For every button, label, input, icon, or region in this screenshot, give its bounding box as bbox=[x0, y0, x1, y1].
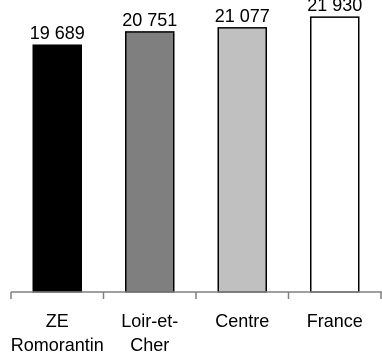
bar-3 bbox=[217, 27, 267, 293]
bar-2 bbox=[125, 31, 175, 293]
data-label-4: 21 930 bbox=[307, 0, 362, 15]
data-label-1: 19 689 bbox=[30, 23, 85, 43]
category-label-4: France bbox=[307, 311, 363, 331]
bars-layer bbox=[32, 16, 360, 293]
category-label-2-line-2: Cher bbox=[130, 335, 169, 355]
bar-4 bbox=[310, 16, 360, 293]
category-label-2-line-1: Loir-et- bbox=[121, 311, 178, 331]
x-axis bbox=[10, 291, 382, 299]
labels-layer: 19 689 ZE Romorantin 20 751 Loir-et- Cher 21 0… bbox=[11, 0, 363, 355]
category-label-3: Centre bbox=[215, 311, 269, 331]
data-label-2: 20 751 bbox=[122, 10, 177, 30]
category-label-1-line-2: Romorantin bbox=[11, 335, 104, 355]
bar-1 bbox=[32, 44, 82, 293]
category-label-1-line-1: ZE bbox=[46, 311, 69, 331]
data-label-3: 21 077 bbox=[215, 6, 270, 26]
